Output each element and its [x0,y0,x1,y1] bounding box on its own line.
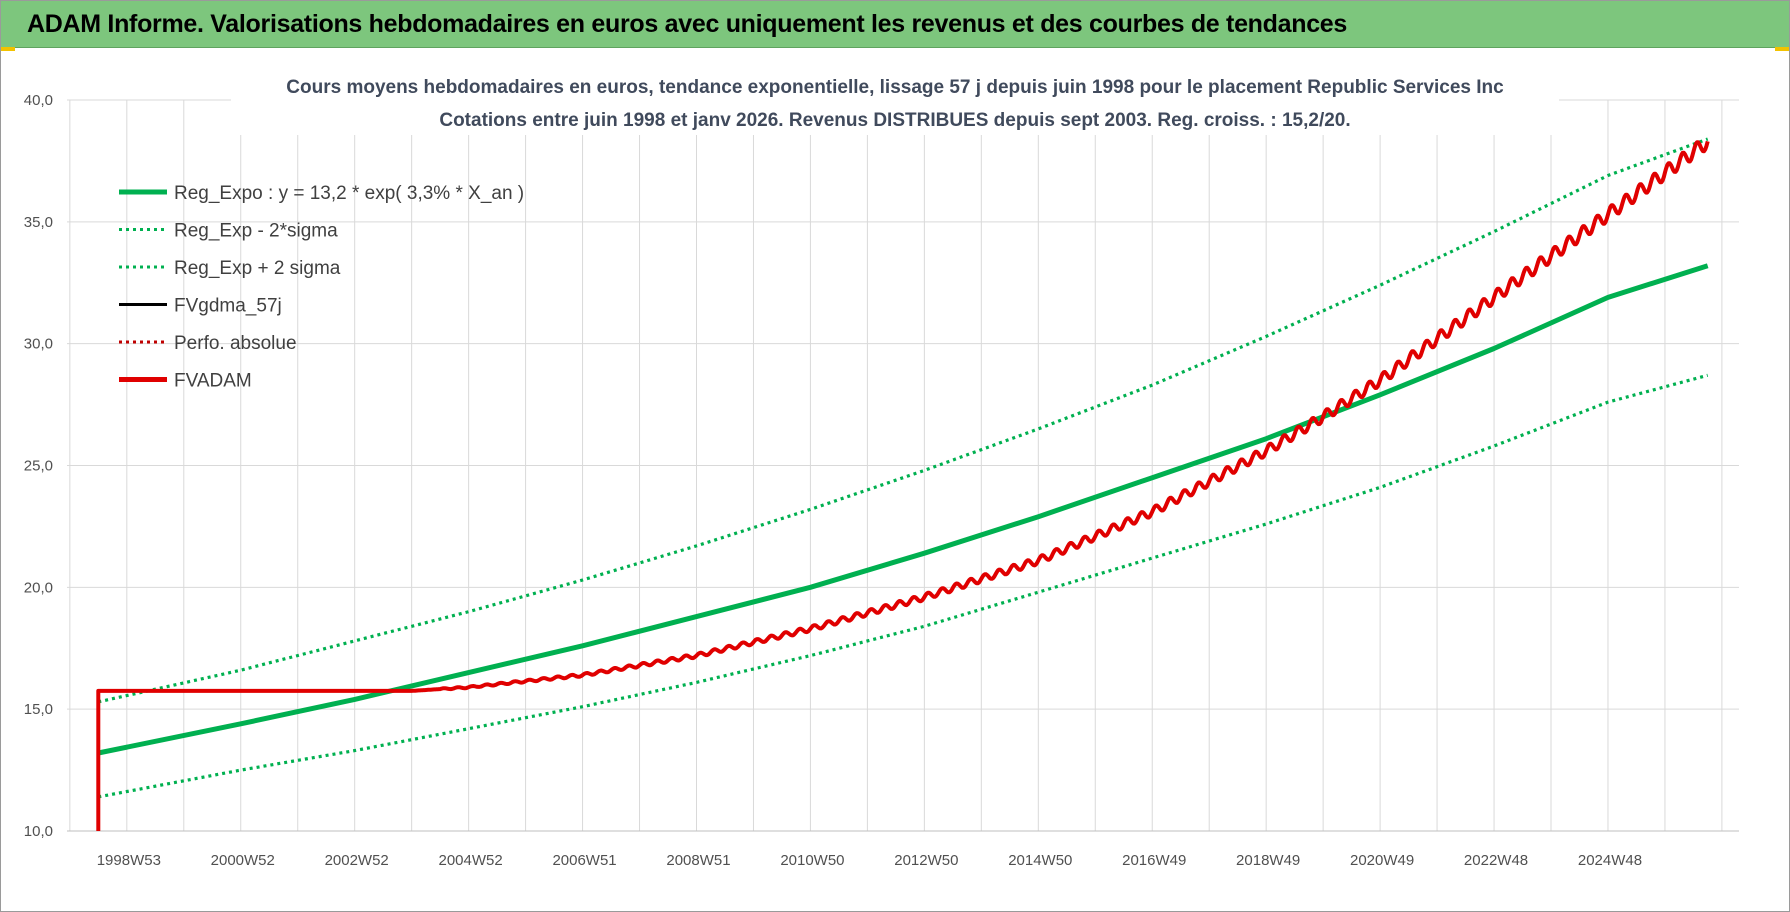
chart-title: Cours moyens hebdomadaires en euros, ten… [286,77,1504,98]
series-line-3 [97,137,1709,704]
x-tick-label: 2020W49 [1350,852,1414,869]
x-tick-label: 2004W52 [439,852,503,869]
x-tick-label: 2008W51 [666,852,730,869]
x-tick-label: 2014W50 [1008,852,1072,869]
y-tick-label: 20,0 [24,579,53,596]
y-tick-label: 30,0 [24,336,53,353]
title-background [231,59,1559,135]
x-tick-label: 2016W49 [1122,852,1186,869]
x-tick-label: 2002W52 [325,852,389,869]
axis-layer: 10,0 15,0 20,0 25,0 30,0 35,0 40,0 1998W53 2000W… [24,92,1739,869]
chart-subtitle: Cotations entre juin 1998 et janv 2026. … [439,110,1350,131]
y-tick-label: 40,0 [24,92,53,109]
x-tick-label: 2024W48 [1578,852,1642,869]
x-tick-label: 2006W51 [552,852,616,869]
series-line-1 [97,263,1709,756]
y-tick-label: 35,0 [24,214,53,231]
x-tick-label: 2022W48 [1464,852,1528,869]
x-tick-label: 2012W50 [894,852,958,869]
series-line-6 [96,140,1710,831]
legend-label-2: Reg_Exp - 2*sigma [174,221,338,242]
legend-label-3: Reg_Exp + 2 sigma [174,258,341,279]
series-line-2 [98,373,1709,799]
y-tick-label: 25,0 [24,458,53,475]
y-tick-label: 15,0 [24,701,53,718]
legend-label-6: FVADAM [174,371,252,392]
y-tick-label: 10,0 [24,823,53,840]
corner-mark-top-right [1775,47,1789,51]
header-banner: ADAM Informe. Valorisations hebdomadaire… [1,1,1789,48]
corner-mark-top-left [1,47,15,51]
grid-layer [67,99,1739,832]
header-title: ADAM Informe. Valorisations hebdomadaire… [27,10,1348,38]
legend-label-1: Reg_Expo : y = 13,2 * exp( 3,3% * X_an ) [174,183,524,204]
x-tick-label: 2000W52 [211,852,275,869]
legend: Reg_Expo : y = 13,2 * exp( 3,3% * X_an )… [119,183,524,392]
legend-label-5: Perfo. absolue [174,333,297,354]
x-tick-label: 2018W49 [1236,852,1300,869]
series-layer [96,137,1710,831]
legend-label-4: FVgdma_57j [174,296,282,317]
x-tick-label: 2010W50 [780,852,844,869]
x-tick-label: 1998W53 [97,852,161,869]
